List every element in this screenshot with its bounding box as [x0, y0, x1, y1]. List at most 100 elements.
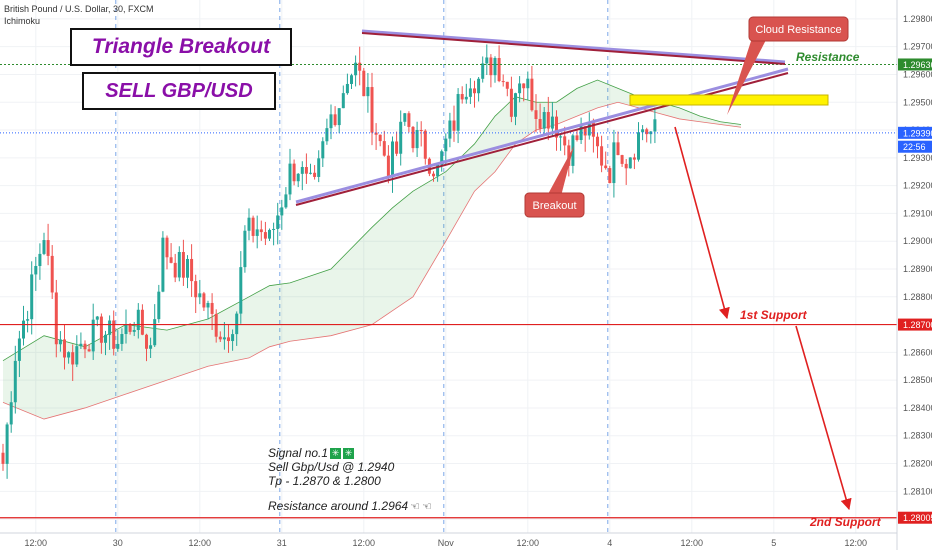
candle-body [624, 163, 628, 169]
candle-body [177, 252, 181, 278]
candle-body [71, 352, 75, 365]
cloud-resistance-zone [629, 94, 829, 106]
candle-body [583, 126, 587, 136]
pointing-hand-icon: ☜ [410, 501, 420, 513]
candle-body [296, 173, 300, 182]
candle-body [9, 402, 13, 425]
candle-body [587, 122, 591, 136]
candle-body [596, 136, 599, 147]
breakout-box [524, 192, 585, 218]
cloud-segment [269, 282, 290, 347]
candle-body [354, 62, 358, 76]
cloud-segment [577, 80, 598, 117]
candle-body [239, 267, 243, 314]
price-tag-bg [898, 58, 932, 71]
price-tick-label: 1.29800 [903, 14, 932, 24]
candle-body [5, 424, 9, 464]
candle-body [206, 302, 210, 308]
time-tick-label: 12:00 [681, 538, 704, 548]
candle-body [255, 229, 259, 236]
candle-body [608, 168, 612, 184]
candle-body [186, 258, 189, 278]
upper-trendline-shadow [361, 29, 786, 64]
forecast-arrow-1 [674, 126, 730, 320]
candle-body [313, 172, 317, 177]
candle-body [210, 302, 214, 314]
forecast-arrow-2 [795, 325, 852, 511]
cloud-resistance-box [748, 16, 849, 42]
candle-body [362, 70, 366, 97]
cloud-segment [597, 80, 618, 108]
candle-body [190, 258, 194, 282]
candle-body [251, 217, 255, 236]
candle-body [120, 334, 124, 344]
candle-body [272, 228, 276, 230]
candles [1, 44, 657, 479]
cloud-segment [445, 143, 475, 242]
candle-body [276, 215, 280, 229]
candle-body [38, 253, 42, 267]
candle-body [218, 336, 222, 340]
breakout-text: Breakout [532, 200, 576, 212]
price-tick-label: 1.28100 [903, 486, 932, 496]
candle-body [571, 135, 575, 166]
candle-body [140, 309, 144, 335]
candle-body [509, 88, 513, 117]
check-icon: ✳ [330, 448, 342, 459]
candle-body [505, 81, 509, 89]
candle-body [522, 83, 526, 89]
candle-body [317, 158, 321, 177]
price-tag-label: 22:56 [903, 142, 926, 152]
signal-number: Signal no.1 [268, 446, 329, 460]
candle-body [366, 87, 370, 97]
candle-body [1, 452, 5, 464]
candle-body [485, 57, 489, 64]
candle-body [645, 129, 649, 135]
candle-body [34, 266, 38, 275]
price-tick-label: 1.28300 [903, 431, 932, 441]
upper-trendline [361, 32, 786, 65]
candle-body [13, 360, 17, 403]
candle-body [132, 330, 136, 332]
candle-body [382, 141, 386, 156]
candle-body [54, 292, 58, 345]
candle-body [67, 352, 71, 358]
time-axis[interactable]: 12:00 30 12:00 31 12:00 Nov 12:00 4 12:00 5 12:00 [0, 532, 897, 548]
candle-body [591, 122, 595, 137]
time-tick-label: 4 [607, 538, 612, 548]
candle-body [493, 57, 497, 76]
signal-targets: Tp - 1.2870 & 1.2800 [268, 474, 381, 488]
breakout-pointer [547, 146, 574, 196]
indicator-label: Ichimoku [4, 16, 41, 26]
candle-body [169, 257, 173, 263]
candle-body [22, 320, 25, 339]
candle-body [337, 108, 341, 126]
candle-body [370, 87, 374, 133]
price-axis[interactable]: 1.298001.297001.296001.295001.294001.293… [896, 0, 932, 550]
candle-body [91, 319, 95, 352]
candle-body [616, 142, 620, 156]
candle-body [50, 255, 54, 293]
candle-body [440, 151, 444, 165]
candle-body [358, 62, 362, 71]
candle-body [83, 343, 87, 350]
breakout-callout: Breakout [524, 192, 585, 218]
resistance-label: Resistance [796, 50, 860, 64]
candle-body [214, 313, 218, 337]
candle-body [231, 334, 235, 342]
candle-body [600, 146, 604, 166]
candle-body [222, 337, 226, 340]
cloud-segment [392, 191, 413, 311]
candle-body [99, 316, 103, 343]
candle-body [350, 75, 353, 84]
cloud-segment [372, 207, 393, 325]
candle-body [75, 346, 79, 365]
time-tick-label: 12:00 [189, 538, 212, 548]
check-icon: ✳ [343, 448, 355, 459]
candle-body [325, 128, 329, 142]
price-tick-label: 1.29600 [903, 69, 932, 79]
candle-body [235, 313, 239, 335]
candle-body [181, 252, 185, 278]
